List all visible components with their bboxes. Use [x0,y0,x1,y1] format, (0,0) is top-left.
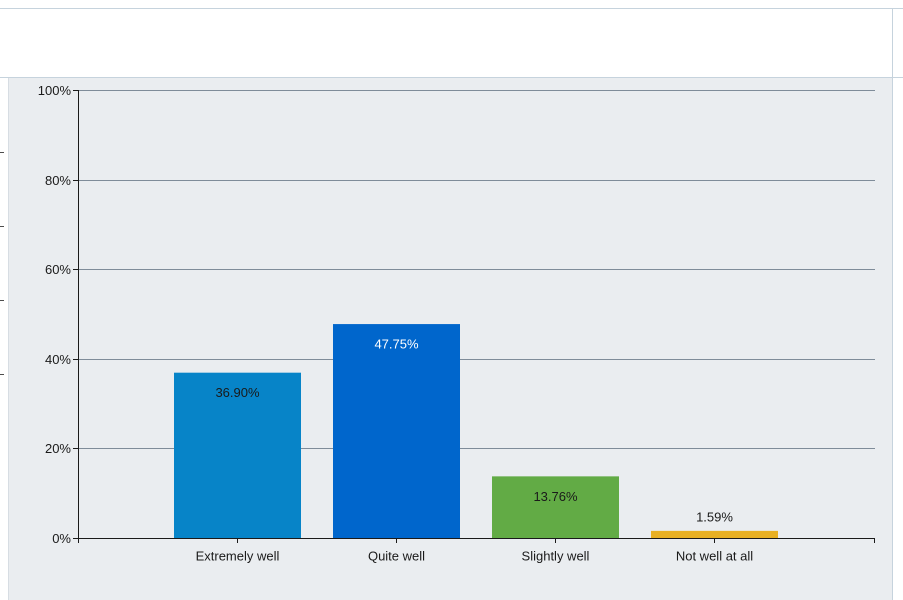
bar [333,324,460,538]
x-tick-label: Quite well [368,549,425,564]
x-tick-label: Not well at all [676,549,753,564]
left-divider [8,78,9,600]
edge-mark [0,300,4,301]
data-label: 47.75% [374,337,419,352]
data-label: 13.76% [533,489,578,504]
bar [651,530,778,538]
header-divider [0,77,903,78]
data-label: 36.90% [215,385,260,400]
bar [174,372,301,538]
right-border [892,9,893,600]
labels: 0% 20% 40% 60% 80% 100% 36.90% Extremely well 47… [38,83,754,564]
y-tick-label: 0% [52,531,71,546]
y-tick-label: 80% [45,173,71,188]
edge-mark [0,374,4,375]
x-tick-label: Slightly well [522,549,590,564]
axes [73,90,875,543]
y-tick-label: 20% [45,441,71,456]
x-tick-label: Extremely well [196,549,280,564]
edge-mark [0,226,4,227]
y-tick-label: 40% [45,352,71,367]
y-tick-label: 60% [45,262,71,277]
data-label: 1.59% [696,509,733,524]
header-panel [0,9,903,77]
y-tick-label: 100% [38,83,72,98]
edge-mark [0,152,4,153]
bars [174,324,778,538]
top-border [0,8,903,9]
bar [492,476,619,538]
